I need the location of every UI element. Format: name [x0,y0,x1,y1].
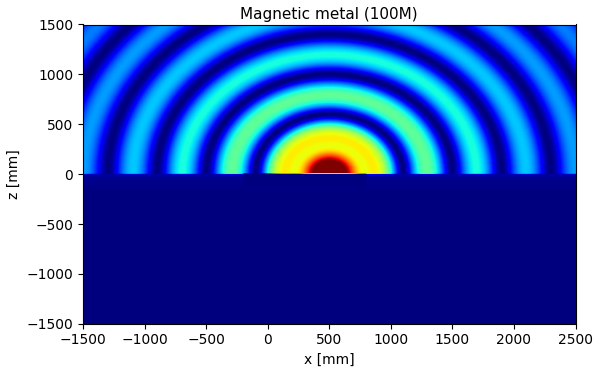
Title: Magnetic metal (100M): Magnetic metal (100M) [241,7,418,22]
X-axis label: x [mm]: x [mm] [304,353,355,367]
Y-axis label: z [mm]: z [mm] [7,149,21,199]
